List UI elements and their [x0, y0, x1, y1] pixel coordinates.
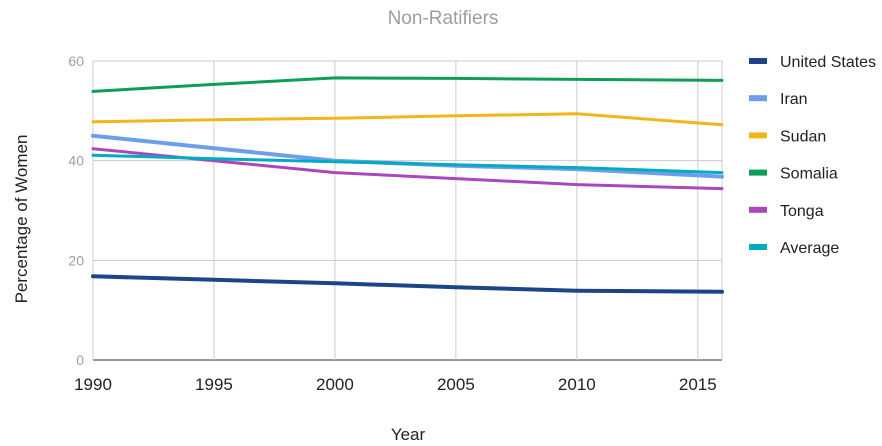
x-tick-label: 2000 [316, 375, 354, 394]
x-tick-label: 2005 [437, 375, 475, 394]
x-tick-label: 1990 [74, 375, 112, 394]
y-tick-label: 0 [76, 352, 84, 368]
legend-swatch-sudan [749, 132, 767, 139]
y-axis-title: Percentage of Women [12, 135, 31, 304]
y-tick-label: 40 [68, 153, 84, 169]
legend-swatch-average [749, 244, 767, 250]
legend-label-sudan: Sudan [780, 128, 826, 145]
legend-swatch-iran [749, 95, 767, 102]
chart-title: Non-Ratifiers [388, 8, 499, 29]
legend-swatch-united-states [749, 58, 767, 64]
series-line-sudan [91, 112, 724, 127]
x-axis-ticks: 1990 1995 2000 2005 2010 2015 [74, 375, 717, 394]
grid-lines [92, 60, 723, 361]
legend-label-average: Average [780, 240, 839, 257]
y-tick-label: 20 [68, 252, 84, 268]
legend-swatch-somalia [749, 169, 767, 176]
x-tick-label: 1995 [195, 375, 233, 394]
series-line-united-states [91, 274, 724, 294]
legend-label-iran: Iran [780, 91, 808, 108]
y-tick-label: 60 [68, 53, 84, 69]
x-tick-label: 2015 [679, 375, 717, 394]
legend: United States Iran Sudan Somalia Tonga Averag… [749, 54, 876, 257]
legend-label-tonga: Tonga [780, 203, 824, 220]
series-lines [91, 76, 724, 294]
y-axis-ticks: 0 20 40 60 [68, 53, 84, 368]
series-line-average [91, 153, 724, 175]
legend-label-somalia: Somalia [780, 166, 838, 183]
series-line-somalia [91, 76, 724, 93]
legend-label-united-states: United States [780, 54, 876, 71]
legend-swatch-tonga [749, 206, 767, 213]
x-axis-title: Year [391, 425, 426, 444]
x-tick-label: 2010 [558, 375, 596, 394]
